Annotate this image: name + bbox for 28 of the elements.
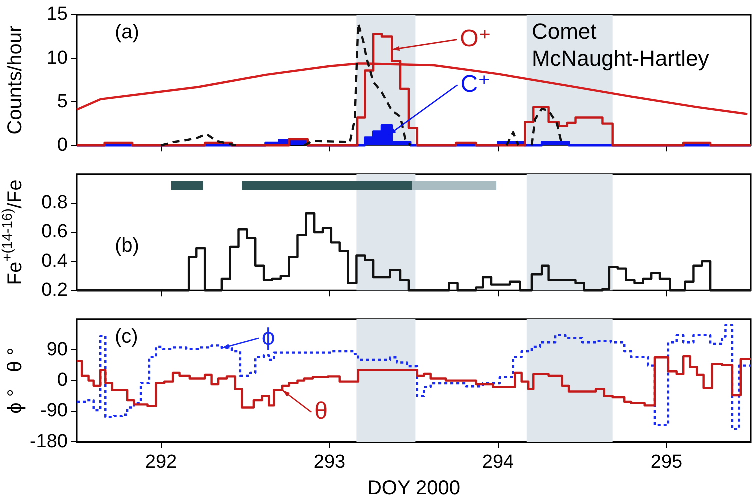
y-axis-title: Fe+(14-16)/Fe [0, 180, 27, 286]
annotation: (b) [115, 234, 140, 257]
y-tick-label: 0.6 [42, 222, 68, 243]
annotation: (c) [115, 326, 138, 348]
y-tick-label: 0.2 [42, 280, 68, 301]
y-tick-label: -90 [40, 400, 68, 422]
x-tick-label: 293 [314, 452, 346, 473]
annotation: ϕ [262, 324, 276, 352]
y-tick-label: 0 [57, 370, 68, 392]
annotation: O⁺ [460, 25, 492, 52]
y-tick-label: 15 [46, 4, 68, 26]
x-tick-label: 294 [482, 452, 515, 473]
annotation: Comet McNaught-Hartley [532, 19, 710, 72]
y-tick-label: 0.8 [42, 192, 68, 214]
y-tick-label: 5 [57, 91, 68, 112]
y-tick-label: 0.4 [42, 250, 68, 272]
y-tick-label: 0 [57, 134, 68, 156]
y-tick-label: 90 [46, 339, 68, 360]
y-axis-title: Counts/hour [4, 25, 27, 135]
x-axis-title: DOY 2000 [367, 478, 461, 500]
annotation: C⁺ [460, 70, 491, 98]
y-tick-label: -180 [30, 431, 68, 452]
annotation: θ [314, 398, 328, 425]
y-axis-title: ϕ ° θ ° [4, 348, 27, 414]
x-tick-label: 292 [145, 452, 178, 473]
annotation: (a) [115, 22, 140, 44]
x-tick-label: 295 [650, 452, 683, 473]
y-tick-label: 10 [46, 48, 68, 69]
